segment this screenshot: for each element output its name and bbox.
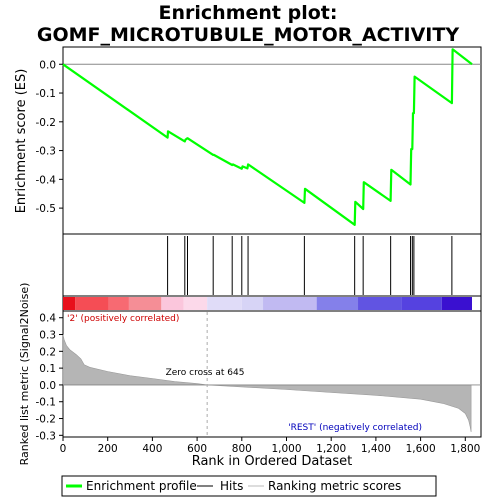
negative-correlation-label: 'REST' (negatively correlated) [288, 423, 422, 433]
x-tick-label: 1,600 [406, 443, 436, 455]
heatmap-segment [184, 297, 207, 310]
metric-y-tick-label: 0.4 [39, 313, 56, 325]
es-y-tick-label: -0.1 [36, 88, 57, 100]
es-y-tick-label: -0.3 [36, 146, 57, 158]
metric-y-tick-label: -0.2 [36, 414, 57, 426]
heatmap-segment [263, 297, 317, 310]
heatmap-segment [317, 297, 358, 310]
heatmap-segment [207, 297, 242, 310]
heatmap-segment [109, 297, 129, 310]
metric-panel [63, 311, 481, 437]
metric-axis-label: Ranked list metric (Signal2Noise) [18, 283, 31, 466]
positive-correlation-label: '2' (positively correlated) [67, 314, 179, 324]
es-y-tick-label: -0.2 [36, 117, 57, 129]
x-axis-label: Rank in Ordered Dataset [192, 454, 353, 469]
heatmap-segment [402, 297, 442, 310]
es-panel [63, 47, 481, 234]
legend: Enrichment profile Hits Ranking metric s… [62, 476, 436, 496]
hits-panel [63, 234, 481, 296]
legend-metric-label: Ranking metric scores [268, 479, 401, 493]
x-tick-label: 1,400 [361, 443, 391, 455]
es-y-tick-label: 0.0 [39, 59, 56, 71]
es-y-tick-label: -0.5 [36, 203, 57, 215]
metric-y-tick-label: 0.1 [39, 363, 56, 375]
heatmap-segment [358, 297, 402, 310]
metric-y-tick-label: 0.3 [39, 330, 56, 342]
x-tick-label: 0 [60, 443, 67, 455]
metric-y-axis: 0.4 0.3 0.2 0.1 0.0 -0.1 -0.2 -0.3 [36, 313, 64, 443]
heatmap-segment [75, 297, 109, 310]
legend-hits-label: Hits [220, 479, 243, 493]
x-tick-label: 400 [142, 443, 162, 455]
zero-cross-label: Zero cross at 645 [166, 368, 245, 378]
chart-title-line1: Enrichment plot: [159, 2, 338, 24]
es-y-axis: 0.0 -0.1 -0.2 -0.3 -0.4 -0.5 [36, 59, 64, 215]
heatmap-segment [242, 297, 263, 310]
heatmap-segment [63, 297, 75, 310]
es-axis-label: Enrichment score (ES) [14, 69, 29, 214]
rank-heatmap [63, 297, 472, 310]
metric-y-tick-label: 0.2 [39, 346, 56, 358]
es-y-tick-label: -0.4 [36, 174, 57, 186]
metric-y-tick-label: -0.3 [36, 430, 57, 442]
heatmap-segment [129, 297, 161, 310]
metric-y-tick-label: 0.0 [39, 380, 56, 392]
x-tick-label: 1,800 [450, 443, 480, 455]
x-axis: 0 200 400 600 800 1,000 1,200 1,400 1,600 1,800 [60, 437, 481, 455]
heatmap-segment [442, 297, 472, 310]
heatmap-segment [161, 297, 183, 310]
chart-title-line2: GOMF_MICROTUBULE_MOTOR_ACTIVITY [37, 24, 459, 46]
x-tick-label: 200 [98, 443, 118, 455]
metric-y-tick-label: -0.1 [36, 397, 57, 409]
legend-profile-label: Enrichment profile [86, 479, 197, 493]
